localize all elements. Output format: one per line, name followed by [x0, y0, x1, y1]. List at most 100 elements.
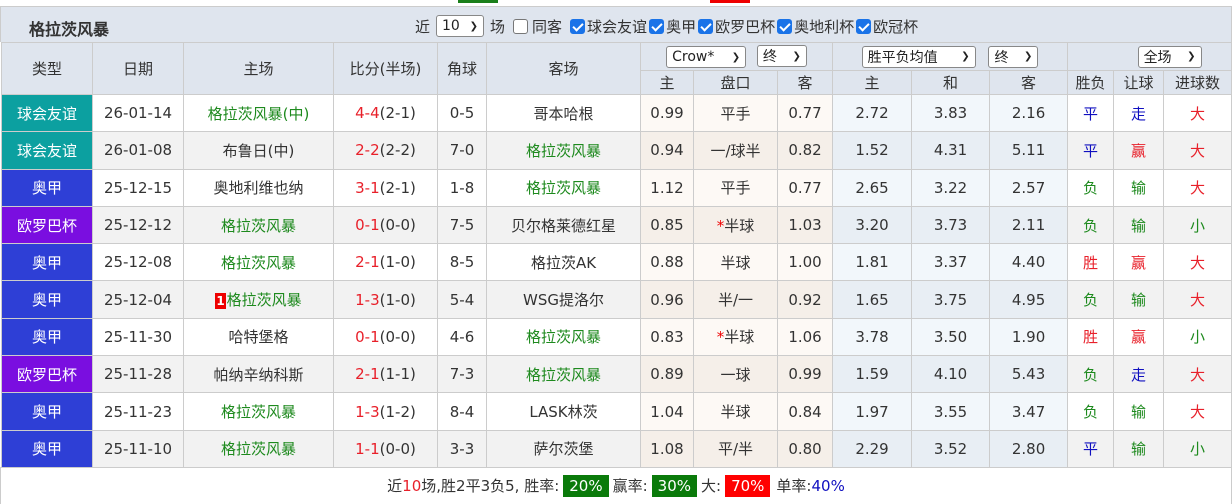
col-hc-line: 盘口 — [693, 70, 778, 95]
scope-select[interactable]: 全场 ❯ — [1137, 45, 1202, 68]
match-type: 奥甲 — [1, 280, 93, 319]
match-type: 奥甲 — [1, 168, 93, 207]
table-row[interactable]: 奥甲 25-11-23 格拉茨风暴 1-3(1-2) 8-4 LASK林茨 1.04 半球 0.… — [1, 392, 1232, 431]
competition-checkbox[interactable] — [649, 18, 665, 34]
result-handicap: 走 — [1113, 93, 1165, 133]
table-row[interactable]: 奥甲 25-12-15 奥地利维也纳 3-1(2-1) 1-8 格拉茨风暴 1.12 平手 0.… — [1, 168, 1232, 207]
score: 2-1(1-1) — [333, 355, 438, 394]
summary-prefix: 近 — [387, 477, 403, 495]
handicap-home-odds: 0.88 — [640, 243, 694, 282]
away-team[interactable]: WSG提洛尔 — [486, 280, 641, 319]
home-team[interactable]: 帕纳辛纳科斯 — [183, 355, 334, 394]
away-team[interactable]: 贝尔格莱德红星 — [486, 205, 641, 245]
competition-checkbox[interactable] — [777, 18, 793, 34]
corners: 7-0 — [437, 131, 487, 170]
corners: 8-4 — [437, 392, 487, 431]
home-team[interactable]: 布鲁日(中) — [183, 131, 334, 170]
result-goals: 大 — [1163, 355, 1232, 394]
odds-away: 2.57 — [989, 168, 1069, 207]
full-time-score: 2-1 — [355, 253, 380, 272]
result-handicap: 走 — [1113, 355, 1165, 394]
match-type: 欧罗巴杯 — [1, 205, 93, 245]
table-row[interactable]: 奥甲 25-11-30 哈特堡格 0-1(0-0) 4-6 格拉茨风暴 0.83 *半球 1.0… — [1, 317, 1232, 357]
home-team[interactable]: 格拉茨风暴(中) — [183, 93, 334, 133]
handicap-line-value: 一球 — [720, 365, 751, 384]
handicap-away-odds: 0.84 — [776, 392, 834, 431]
handicap-line-value: 半球 — [724, 328, 755, 347]
odds-draw: 3.55 — [911, 392, 991, 431]
handicap-stage-select[interactable]: 终 ❯ — [756, 45, 807, 67]
match-date: 26-01-14 — [92, 93, 184, 133]
table-row[interactable]: 欧罗巴杯 25-11-28 帕纳辛纳科斯 2-1(1-1) 7-3 格拉茨风暴 0.89 一球… — [1, 355, 1232, 394]
odds-home: 1.97 — [832, 392, 913, 431]
odds-company-select[interactable]: 胜平负均值 ❯ — [861, 45, 976, 68]
score: 1-3(1-2) — [333, 392, 438, 431]
half-time-score: (2-2) — [379, 141, 416, 160]
home-team[interactable]: 奥地利维也纳 — [183, 168, 334, 207]
summary-record: 场,胜2平3负5, 胜率: — [421, 477, 560, 495]
chevron-down-icon: ❯ — [1024, 51, 1033, 62]
table-row[interactable]: 奥甲 25-12-04 1 格拉茨风暴 1-3(1-0) 5-4 WSG提洛尔 0.96 半/一… — [1, 280, 1232, 319]
home-team-name: 哈特堡格 — [228, 328, 289, 347]
score: 1-1(0-0) — [333, 429, 438, 468]
odds-company-value: 胜平负均值 — [867, 49, 938, 66]
half-time-score: (2-1) — [379, 104, 416, 123]
handicap-away-odds: 0.99 — [776, 355, 834, 394]
away-team[interactable]: 格拉茨AK — [486, 243, 641, 282]
col-od-home: 主 — [832, 70, 913, 95]
odds-stage-select[interactable]: 终 ❯ — [988, 45, 1039, 68]
handicap-home-odds: 0.94 — [640, 131, 694, 170]
home-team[interactable]: 格拉茨风暴 — [183, 243, 334, 282]
match-type: 欧罗巴杯 — [1, 355, 93, 394]
result-goals: 大 — [1163, 168, 1232, 207]
table-row[interactable]: 奥甲 25-12-08 格拉茨风暴 2-1(1-0) 8-5 格拉茨AK 0.88 半球 1.0… — [1, 243, 1232, 282]
handicap-line-value: 半/一 — [717, 291, 754, 310]
result-goals: 大 — [1163, 243, 1232, 282]
away-team[interactable]: 格拉茨风暴 — [486, 131, 641, 170]
handicap-company-select[interactable]: Crow* ❯ — [666, 46, 747, 68]
competition-label: 奥甲 — [666, 17, 697, 36]
away-team[interactable]: 格拉茨风暴 — [486, 317, 641, 357]
odds-away: 3.47 — [989, 392, 1069, 431]
big-rate-label: 大: — [701, 477, 722, 495]
col-result-wl: 胜负 — [1067, 70, 1115, 95]
match-date: 25-11-30 — [92, 317, 184, 357]
handicap-home-odds: 0.99 — [640, 93, 694, 133]
home-team[interactable]: 格拉茨风暴 — [183, 429, 334, 468]
team-title: 格拉茨风暴 — [29, 20, 110, 39]
odds-away: 4.95 — [989, 280, 1069, 319]
score: 2-2(2-2) — [333, 131, 438, 170]
match-type: 球会友谊 — [1, 93, 93, 133]
competition-checkbox[interactable] — [570, 18, 586, 34]
competition-checkbox[interactable] — [698, 18, 714, 34]
col-hc-home: 主 — [640, 70, 694, 95]
table-row[interactable]: 球会友谊 26-01-08 布鲁日(中) 2-2(2-2) 7-0 格拉茨风暴 0.94 一/… — [1, 131, 1232, 170]
competition-checkbox[interactable] — [856, 18, 872, 34]
handicap-line-value: 平手 — [720, 179, 751, 198]
home-team[interactable]: 格拉茨风暴 — [183, 205, 334, 245]
match-type: 奥甲 — [1, 392, 93, 431]
match-type: 奥甲 — [1, 429, 93, 468]
result-goals: 大 — [1163, 131, 1232, 170]
home-team[interactable]: 哈特堡格 — [183, 317, 334, 357]
home-team[interactable]: 1 格拉茨风暴 — [183, 280, 334, 319]
away-team[interactable]: 哥本哈根 — [486, 93, 641, 133]
table-row[interactable]: 奥甲 25-11-10 格拉茨风暴 1-1(0-0) 3-3 萨尔茨堡 1.08 平/半 0.8… — [1, 429, 1232, 468]
same-venue-label: 同客 — [532, 17, 563, 36]
home-team[interactable]: 格拉茨风暴 — [183, 392, 334, 431]
away-team[interactable]: 格拉茨风暴 — [486, 168, 641, 207]
recent-count-select[interactable]: 10 ❯ — [436, 15, 485, 37]
col-result-hc: 让球 — [1113, 70, 1165, 95]
odds-draw: 3.83 — [911, 93, 991, 133]
recent-count-value: 10 — [442, 18, 460, 34]
table-row[interactable]: 球会友谊 26-01-14 格拉茨风暴(中) 4-4(2-1) 0-5 哥本哈根 0.99 平… — [1, 93, 1232, 133]
away-team[interactable]: LASK林茨 — [486, 392, 641, 431]
away-team[interactable]: 格拉茨风暴 — [486, 355, 641, 394]
odds-draw: 3.50 — [911, 317, 991, 357]
away-team[interactable]: 萨尔茨堡 — [486, 429, 641, 468]
same-venue-checkbox[interactable] — [513, 18, 529, 34]
odds-header: 胜平负均值 ❯ 终 ❯ — [832, 42, 1069, 71]
odds-home: 2.65 — [832, 168, 913, 207]
score: 0-1(0-0) — [333, 317, 438, 357]
table-row[interactable]: 欧罗巴杯 25-12-12 格拉茨风暴 0-1(0-0) 7-5 贝尔格莱德红星 0.85 *… — [1, 205, 1232, 245]
